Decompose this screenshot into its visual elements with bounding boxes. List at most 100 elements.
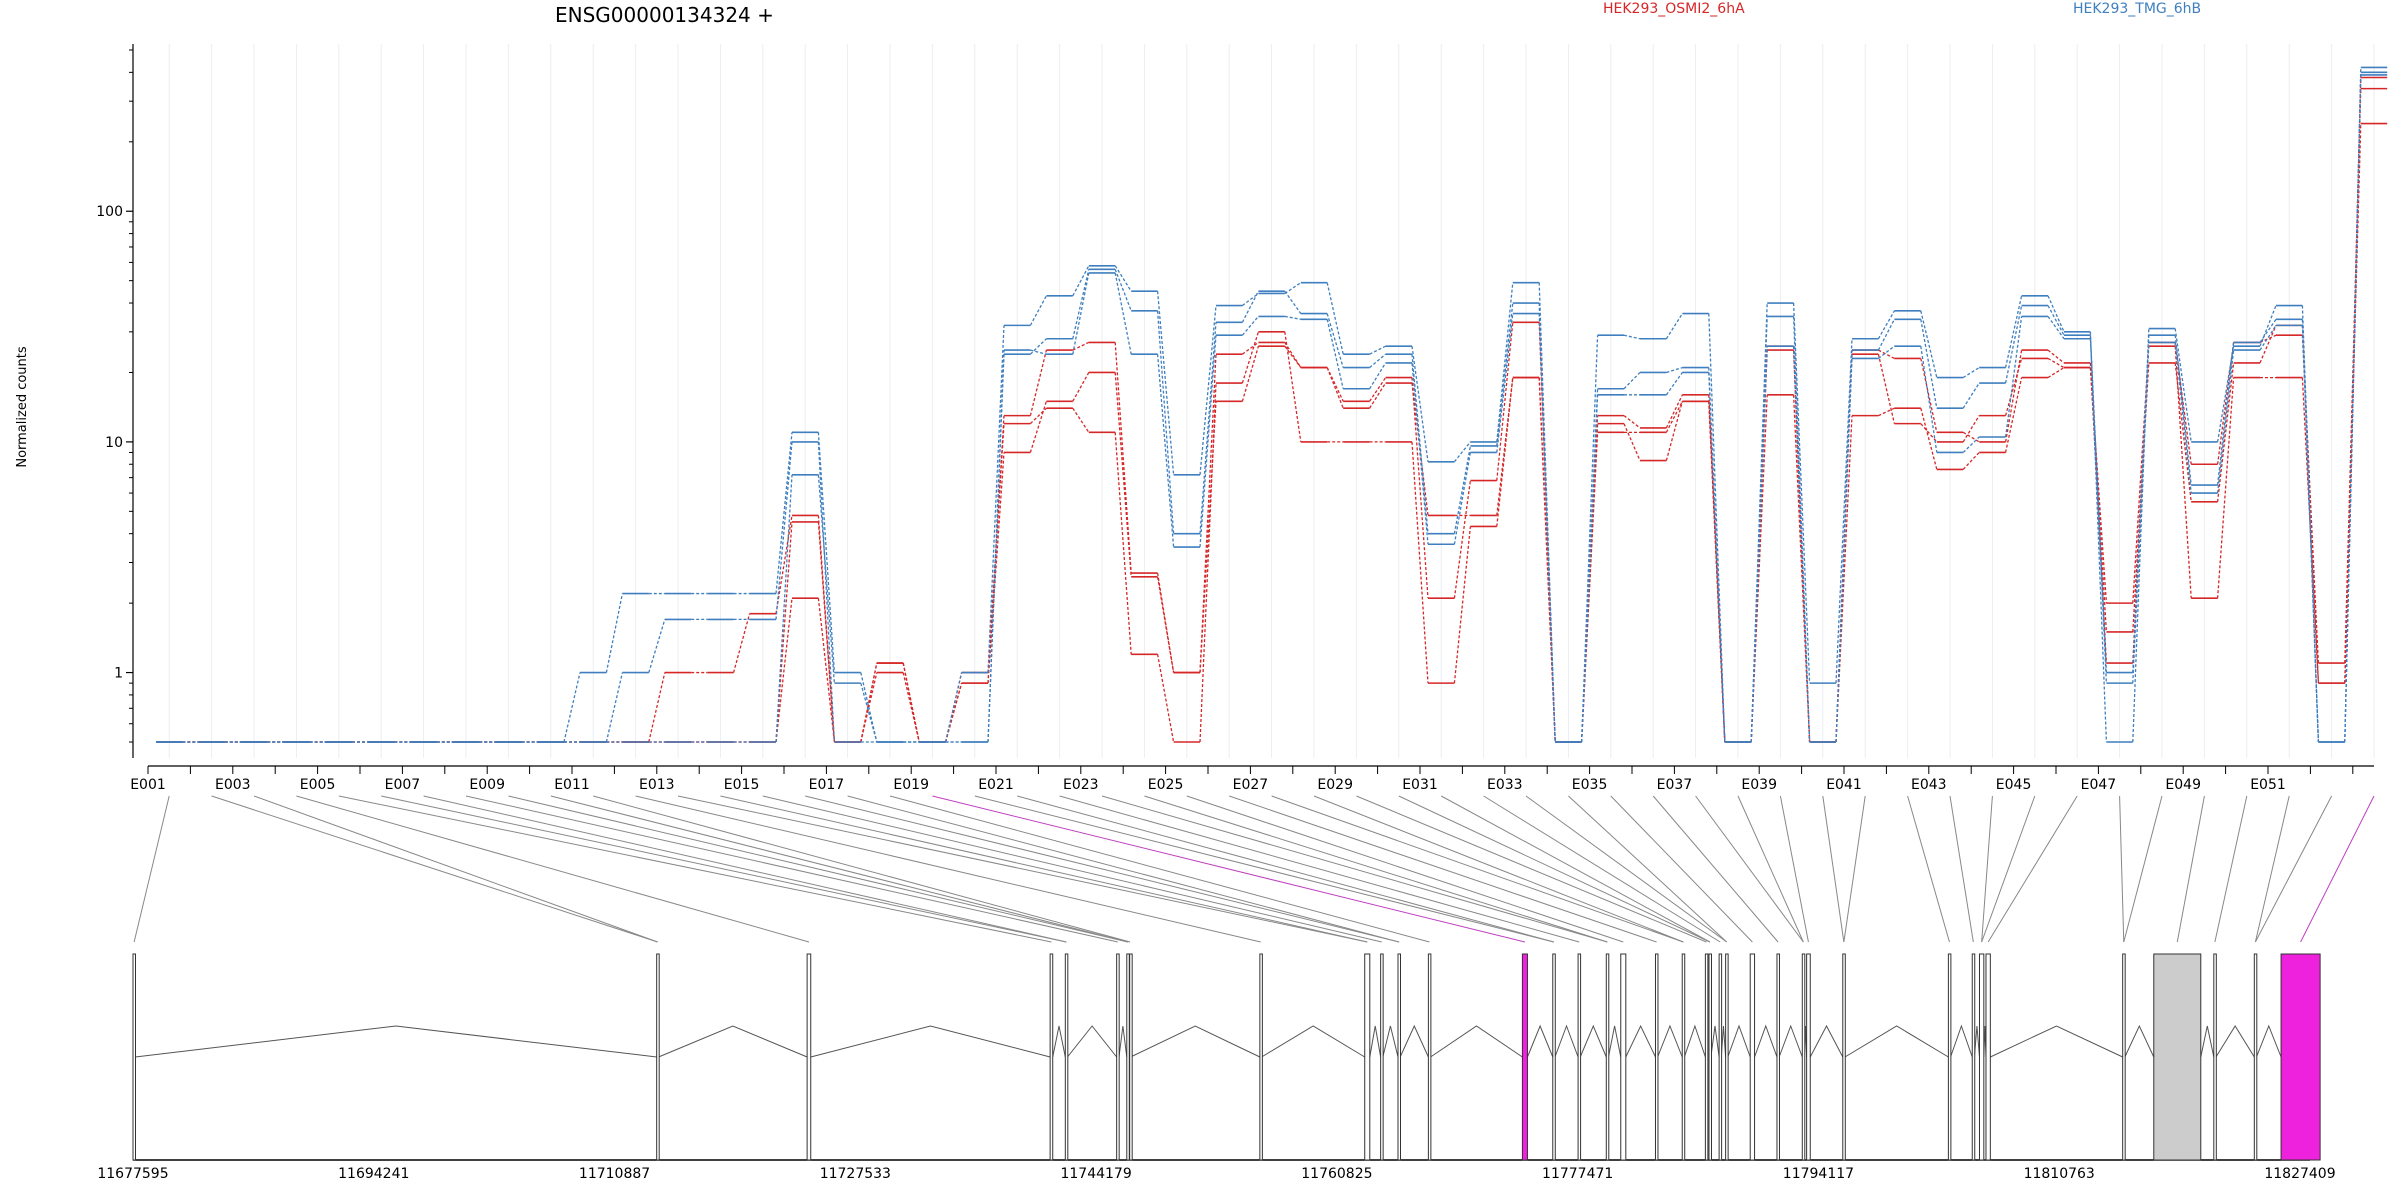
exon-box: [1806, 953, 1811, 1161]
exon-transition: [1411, 362, 1429, 545]
genomic-coordinate-label: 11760825: [1301, 1166, 1372, 1182]
exon-transition: [1623, 372, 1641, 390]
exon-transition: [1792, 394, 1811, 743]
exon-transition: [1665, 394, 1683, 429]
genomic-coordinate-label: 11777471: [1542, 1166, 1613, 1182]
exon-transition: [1411, 354, 1429, 534]
exon-box: [656, 953, 660, 1161]
exon-connector: [805, 795, 1400, 943]
intron-link: [2215, 1025, 2255, 1058]
exon-transition: [775, 474, 793, 743]
exon-box: [1681, 953, 1686, 1161]
exon-transition: [2089, 331, 2108, 743]
exon-transition: [605, 672, 624, 743]
exon-transition: [1029, 338, 1047, 355]
x-axis-exon-ticks: E001 E003 E005 E007 E009 E011 E013 E015 E017 E019…: [130, 766, 2354, 793]
exon-transition: [1284, 315, 1301, 320]
exon-transition: [2174, 362, 2192, 502]
exon-transition: [817, 521, 836, 743]
y-tick-label: 100: [96, 204, 123, 220]
exon-transition: [1920, 346, 1938, 453]
exon-label: E013: [639, 777, 675, 793]
exon-transition: [1835, 415, 1853, 743]
exon-transition: [1792, 316, 1811, 743]
exon-transition: [1623, 334, 1641, 340]
intron-link: [2256, 1024, 2282, 1058]
intron-link: [1382, 1025, 1399, 1058]
exon-box: [1605, 953, 1610, 1161]
exon-transition: [1072, 265, 1090, 297]
exon-transition: [1708, 372, 1726, 743]
exon-box: [1427, 953, 1432, 1161]
exon-label: E037: [1657, 777, 1693, 793]
exon-box: [2153, 953, 2202, 1161]
exon-transition: [1326, 282, 1344, 355]
exon-transition: [1114, 265, 1132, 292]
exon-transition: [2047, 349, 2065, 364]
exon-label: E021: [978, 777, 1014, 793]
exon-transition: [1326, 319, 1344, 389]
y-tick-label: 10: [105, 435, 123, 451]
exon-transition: [817, 474, 836, 684]
exon-connector: [1981, 795, 1993, 943]
intron-link: [1727, 1024, 1751, 1058]
exon-connector: [593, 795, 1131, 943]
exon-connector: [2123, 795, 2163, 943]
exon-transition: [1411, 346, 1429, 462]
exon-connector: [1186, 795, 1624, 943]
exon-transition: [987, 423, 1005, 673]
exon-transition: [1029, 401, 1048, 453]
exon-transition: [775, 432, 793, 594]
exon-connector: [1987, 795, 2078, 943]
exon-connector: [1737, 795, 1804, 943]
exon-transition: [1242, 341, 1259, 355]
exon-box: [2213, 953, 2217, 1161]
y-tick-label: 1: [114, 666, 123, 682]
exon-connector: [889, 795, 1430, 943]
exon-transition: [1580, 394, 1599, 743]
exon-label: E031: [1402, 777, 1438, 793]
exon-box: [806, 953, 812, 1161]
y-axis-label: Normalized counts: [15, 346, 30, 468]
exon-label: E015: [724, 777, 760, 793]
exon-transition: [1750, 346, 1768, 743]
exon-transition: [1708, 313, 1726, 743]
exon-transition: [1835, 338, 1853, 684]
exon-transition: [1369, 382, 1387, 409]
exon-label: E049: [2165, 777, 2201, 793]
exon-transition: [1326, 367, 1344, 409]
exon-connector: [1981, 795, 2036, 943]
exon-transition: [1156, 354, 1175, 548]
exon-transition: [1156, 310, 1175, 534]
exon-connector: [1229, 795, 1657, 943]
exon-transition: [1029, 407, 1047, 425]
exon-transition: [1496, 282, 1514, 442]
exon-transition: [2259, 305, 2277, 347]
exon-label: E035: [1572, 777, 1608, 793]
exon-transition: [2259, 325, 2277, 364]
exon-transition: [860, 672, 878, 743]
exon-transition: [1411, 377, 1429, 599]
exon-transition: [2174, 342, 2192, 494]
exon-transition: [1665, 400, 1683, 433]
exon-box: [1259, 953, 1263, 1161]
exon-transition: [732, 613, 751, 673]
exon-connector: [1525, 795, 1728, 943]
exon-transition: [1538, 313, 1556, 743]
exon-label: E017: [809, 777, 845, 793]
genomic-coordinate-label: 11727533: [820, 1166, 891, 1182]
exon-transition: [1029, 295, 1047, 326]
exon-box: [2280, 953, 2321, 1161]
exon-transition: [1199, 322, 1217, 534]
exon-connector: [1101, 795, 1608, 943]
exon-connector: [211, 795, 658, 943]
exon-box: [1842, 953, 1846, 1161]
exon-transition: [902, 662, 920, 743]
exon-transition: [2174, 328, 2192, 442]
intron-link: [1683, 1024, 1706, 1058]
intron-link: [810, 1025, 1051, 1058]
exon-transition: [1665, 313, 1683, 340]
exon-box: [1129, 953, 1133, 1161]
exon-transition: [1962, 431, 1980, 443]
exon-transition: [1962, 382, 1980, 409]
